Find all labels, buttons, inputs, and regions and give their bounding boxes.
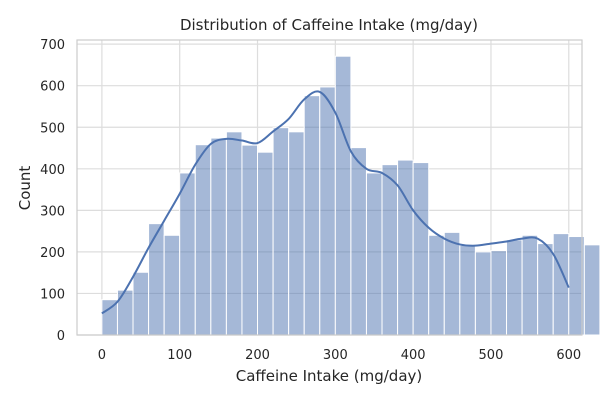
x-tick-label: 600 xyxy=(556,348,581,363)
x-tick-label: 500 xyxy=(479,348,504,363)
histogram-bar xyxy=(350,147,367,336)
histogram-bar xyxy=(163,234,181,336)
histogram-bar xyxy=(490,250,508,336)
histogram-bar xyxy=(428,234,445,336)
histogram-bar xyxy=(210,137,227,336)
y-tick-label: 500 xyxy=(40,121,65,136)
histogram-bar xyxy=(459,244,476,336)
histogram-bar xyxy=(116,289,134,336)
histogram-bar xyxy=(334,55,352,336)
histogram-bar xyxy=(132,271,150,336)
x-tick-label: 100 xyxy=(167,348,192,363)
histogram-bar xyxy=(365,172,383,336)
histogram-bar xyxy=(412,162,430,336)
histogram-bar xyxy=(583,244,600,336)
x-tick-label: 200 xyxy=(245,348,270,363)
histogram-bar xyxy=(443,231,461,336)
y-axis-ticks: 0 100 200 300 400 500 600 700 xyxy=(40,38,65,344)
kde-curve xyxy=(101,90,570,315)
histogram-bar xyxy=(506,239,523,336)
y-tick-label: 600 xyxy=(40,80,65,95)
histogram-bar xyxy=(397,159,414,336)
x-axis-ticks: 0 100 200 300 400 500 600 xyxy=(98,348,581,363)
y-tick-label: 0 xyxy=(57,329,65,344)
histogram-bar xyxy=(241,144,259,336)
y-tick-label: 200 xyxy=(40,246,65,261)
histogram-bar xyxy=(319,86,336,336)
histogram-bar xyxy=(148,223,165,336)
y-tick-label: 700 xyxy=(40,38,65,53)
histogram-bars xyxy=(101,55,600,336)
histogram-bar xyxy=(381,164,399,336)
y-tick-label: 300 xyxy=(40,204,65,219)
x-tick-label: 400 xyxy=(401,348,426,363)
histogram-bar xyxy=(537,243,554,336)
histogram-bar xyxy=(288,131,305,336)
y-tick-label: 100 xyxy=(40,287,65,302)
histogram-bar xyxy=(194,144,212,336)
histogram-bar xyxy=(303,95,321,336)
y-tick-label: 400 xyxy=(40,163,65,178)
histogram-bar xyxy=(272,127,290,336)
chart-title: Distribution of Caffeine Intake (mg/day) xyxy=(180,16,478,34)
x-axis-label: Caffeine Intake (mg/day) xyxy=(236,367,423,385)
histogram-bar xyxy=(257,151,274,336)
histogram-bar xyxy=(179,172,196,336)
histogram-bar xyxy=(225,131,243,336)
plot-frame xyxy=(76,39,583,336)
histogram-bar xyxy=(474,251,492,336)
x-tick-label: 300 xyxy=(323,348,348,363)
y-axis-label: Count xyxy=(16,166,34,211)
x-tick-label: 0 xyxy=(98,348,106,363)
histogram-bar xyxy=(521,234,539,336)
